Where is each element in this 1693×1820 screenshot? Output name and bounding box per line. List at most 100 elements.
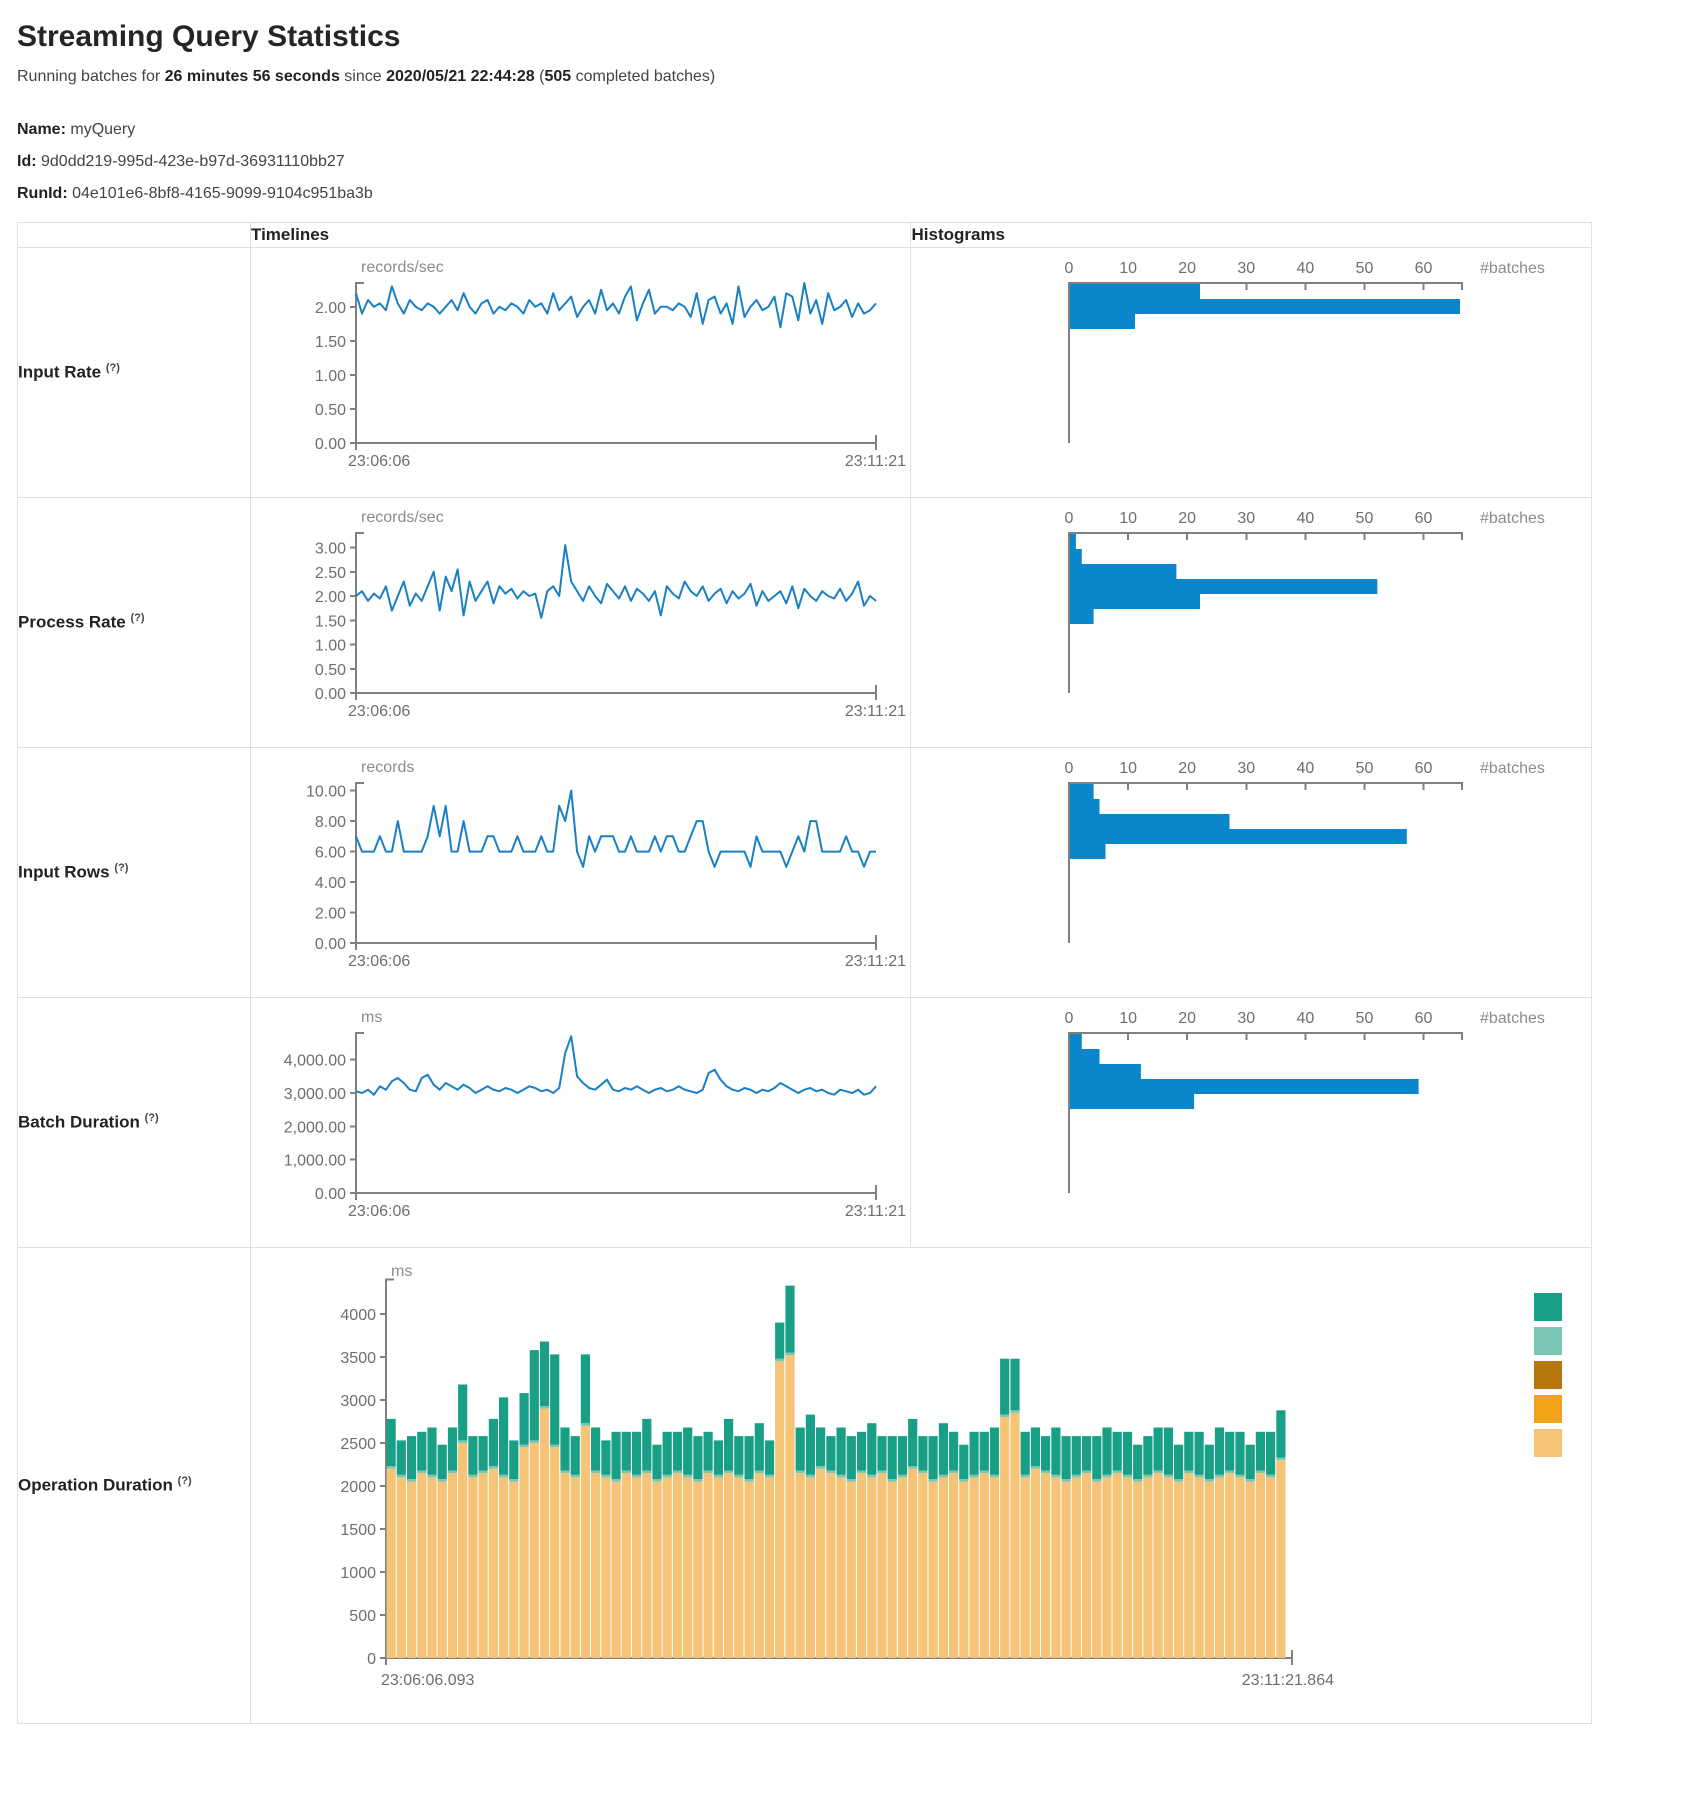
svg-text:40: 40	[1297, 510, 1315, 527]
svg-text:records: records	[361, 759, 414, 776]
svg-text:30: 30	[1238, 260, 1256, 277]
start-time: 2020/05/21 22:44:28	[386, 68, 535, 85]
svg-text:#batches: #batches	[1480, 1010, 1545, 1027]
svg-text:30: 30	[1238, 510, 1256, 527]
svg-text:23:06:06: 23:06:06	[348, 1203, 410, 1220]
svg-text:1.50: 1.50	[315, 334, 346, 351]
input-rate-row: Input Rate (?) records/sec 2.00 1.50 1.00 0.…	[17, 247, 1592, 498]
svg-text:1,000.00: 1,000.00	[284, 1153, 346, 1170]
query-metadata: Name: myQuery Id: 9d0dd219-995d-423e-b97…	[17, 120, 1673, 204]
svg-text:30: 30	[1238, 1010, 1256, 1027]
svg-text:23:11:21.864: 23:11:21.864	[1242, 1672, 1334, 1689]
query-id-row: Id: 9d0dd219-995d-423e-b97d-36931110bb27	[17, 152, 1673, 172]
svg-text:23:11:21: 23:11:21	[845, 953, 906, 970]
help-icon[interactable]: (?)	[105, 362, 120, 375]
svg-text:1.00: 1.00	[315, 638, 346, 655]
svg-text:2000: 2000	[340, 1479, 376, 1496]
legend-swatch	[1534, 1293, 1562, 1321]
svg-text:30: 30	[1238, 760, 1256, 777]
process-rate-label: Process Rate (?)	[17, 497, 251, 748]
id-label: Id:	[17, 153, 37, 170]
svg-text:#batches: #batches	[1480, 510, 1545, 527]
svg-text:6.00: 6.00	[315, 845, 346, 862]
svg-text:3.00: 3.00	[315, 541, 346, 558]
svg-text:40: 40	[1297, 760, 1315, 777]
svg-text:23:11:21: 23:11:21	[845, 1203, 906, 1220]
svg-text:2.00: 2.00	[315, 300, 346, 317]
svg-text:ms: ms	[391, 1263, 412, 1280]
input-rows-row: Input Rows (?) records 10.00 8.00 6.00 4.00 2…	[17, 747, 1592, 998]
svg-text:50: 50	[1356, 510, 1374, 527]
query-name-row: Name: myQuery	[17, 120, 1673, 140]
svg-text:1.50: 1.50	[315, 613, 346, 630]
svg-text:0: 0	[1065, 1010, 1074, 1027]
svg-text:1.00: 1.00	[315, 368, 346, 385]
svg-text:#batches: #batches	[1480, 260, 1545, 277]
histograms-column-header: Histograms	[910, 222, 1592, 248]
svg-text:#batches: #batches	[1480, 760, 1545, 777]
svg-text:0.00: 0.00	[315, 686, 346, 703]
summary-mid: since	[339, 68, 387, 85]
summary-prefix: Running batches for	[17, 68, 165, 85]
svg-text:40: 40	[1297, 260, 1315, 277]
svg-text:records/sec: records/sec	[361, 509, 444, 526]
svg-text:10: 10	[1120, 510, 1138, 527]
batch-duration-histogram-chart: 0 10 20 30 40 50 60 #batches	[1065, 1010, 1545, 1193]
runid-label: RunId:	[17, 185, 68, 202]
svg-text:500: 500	[349, 1608, 376, 1625]
svg-text:20: 20	[1179, 760, 1197, 777]
operation-duration-label: Operation Duration (?)	[17, 1247, 251, 1724]
svg-text:8.00: 8.00	[315, 814, 346, 831]
svg-text:4.00: 4.00	[315, 875, 346, 892]
svg-text:2500: 2500	[340, 1436, 376, 1453]
name-value: myQuery	[70, 121, 136, 138]
svg-text:23:06:06: 23:06:06	[348, 953, 410, 970]
svg-text:50: 50	[1356, 260, 1374, 277]
svg-text:2.00: 2.00	[315, 906, 346, 923]
running-duration: 26 minutes 56 seconds	[164, 68, 340, 85]
svg-text:10: 10	[1120, 1010, 1138, 1027]
empty-header-cell	[17, 222, 251, 248]
svg-text:2.00: 2.00	[315, 589, 346, 606]
svg-text:0.00: 0.00	[315, 1186, 346, 1203]
batch-duration-timeline-chart: ms4,000.003,000.002,000.001,000.000.0023…	[284, 1009, 906, 1220]
operation-duration-row: Operation Duration (?) ms 4000 3500 3000 250…	[17, 1247, 1592, 1724]
svg-text:60: 60	[1415, 510, 1433, 527]
timelines-column-header: Timelines	[249, 222, 912, 248]
operation-duration-chart: ms 4000 3500 3000 2500 2000 1500 1000 500 0 23:06:…	[340, 1263, 1562, 1689]
svg-text:0.00: 0.00	[315, 436, 346, 453]
svg-text:ms: ms	[361, 1009, 382, 1026]
svg-text:60: 60	[1415, 760, 1433, 777]
svg-text:20: 20	[1179, 1010, 1197, 1027]
process-rate-timeline-chart: records/sec3.002.502.001.501.000.500.002…	[315, 509, 906, 720]
svg-text:20: 20	[1179, 510, 1197, 527]
completed-batches-count: 505	[544, 68, 572, 85]
summary-open-paren: (	[534, 68, 545, 85]
svg-text:0: 0	[1065, 510, 1074, 527]
svg-text:10: 10	[1120, 260, 1138, 277]
svg-text:23:06:06: 23:06:06	[348, 453, 410, 470]
input-rows-timeline-chart: records 10.00 8.00 6.00 4.00 2.00 0.0023:06:06…	[306, 759, 906, 970]
svg-text:20: 20	[1179, 260, 1197, 277]
input-rate-label: Input Rate (?)	[17, 247, 251, 498]
legend-swatch	[1534, 1429, 1562, 1457]
svg-text:23:11:21: 23:11:21	[845, 453, 906, 470]
svg-text:records/sec: records/sec	[361, 259, 444, 276]
input-rate-histogram-chart: 0 10 20 30 40 50 60 #batches	[1065, 260, 1545, 443]
runid-value: 04e101e6-8bf8-4165-9099-9104c951ba3b	[72, 185, 373, 202]
svg-text:50: 50	[1356, 1010, 1374, 1027]
legend-swatch	[1534, 1361, 1562, 1389]
svg-text:2.50: 2.50	[315, 565, 346, 582]
svg-text:3,000.00: 3,000.00	[284, 1086, 346, 1103]
help-icon[interactable]: (?)	[177, 1475, 192, 1488]
svg-text:3500: 3500	[340, 1350, 376, 1367]
svg-text:0: 0	[1065, 260, 1074, 277]
page-title: Streaming Query Statistics	[17, 20, 401, 53]
input-rows-histogram-chart: 0 10 20 30 40 50 60 #batches	[1065, 760, 1545, 943]
svg-text:3000: 3000	[340, 1393, 376, 1410]
help-icon[interactable]: (?)	[144, 1112, 159, 1125]
help-icon[interactable]: (?)	[130, 612, 145, 625]
help-icon[interactable]: (?)	[114, 862, 129, 875]
batch-duration-label: Batch Duration (?)	[17, 997, 251, 1248]
